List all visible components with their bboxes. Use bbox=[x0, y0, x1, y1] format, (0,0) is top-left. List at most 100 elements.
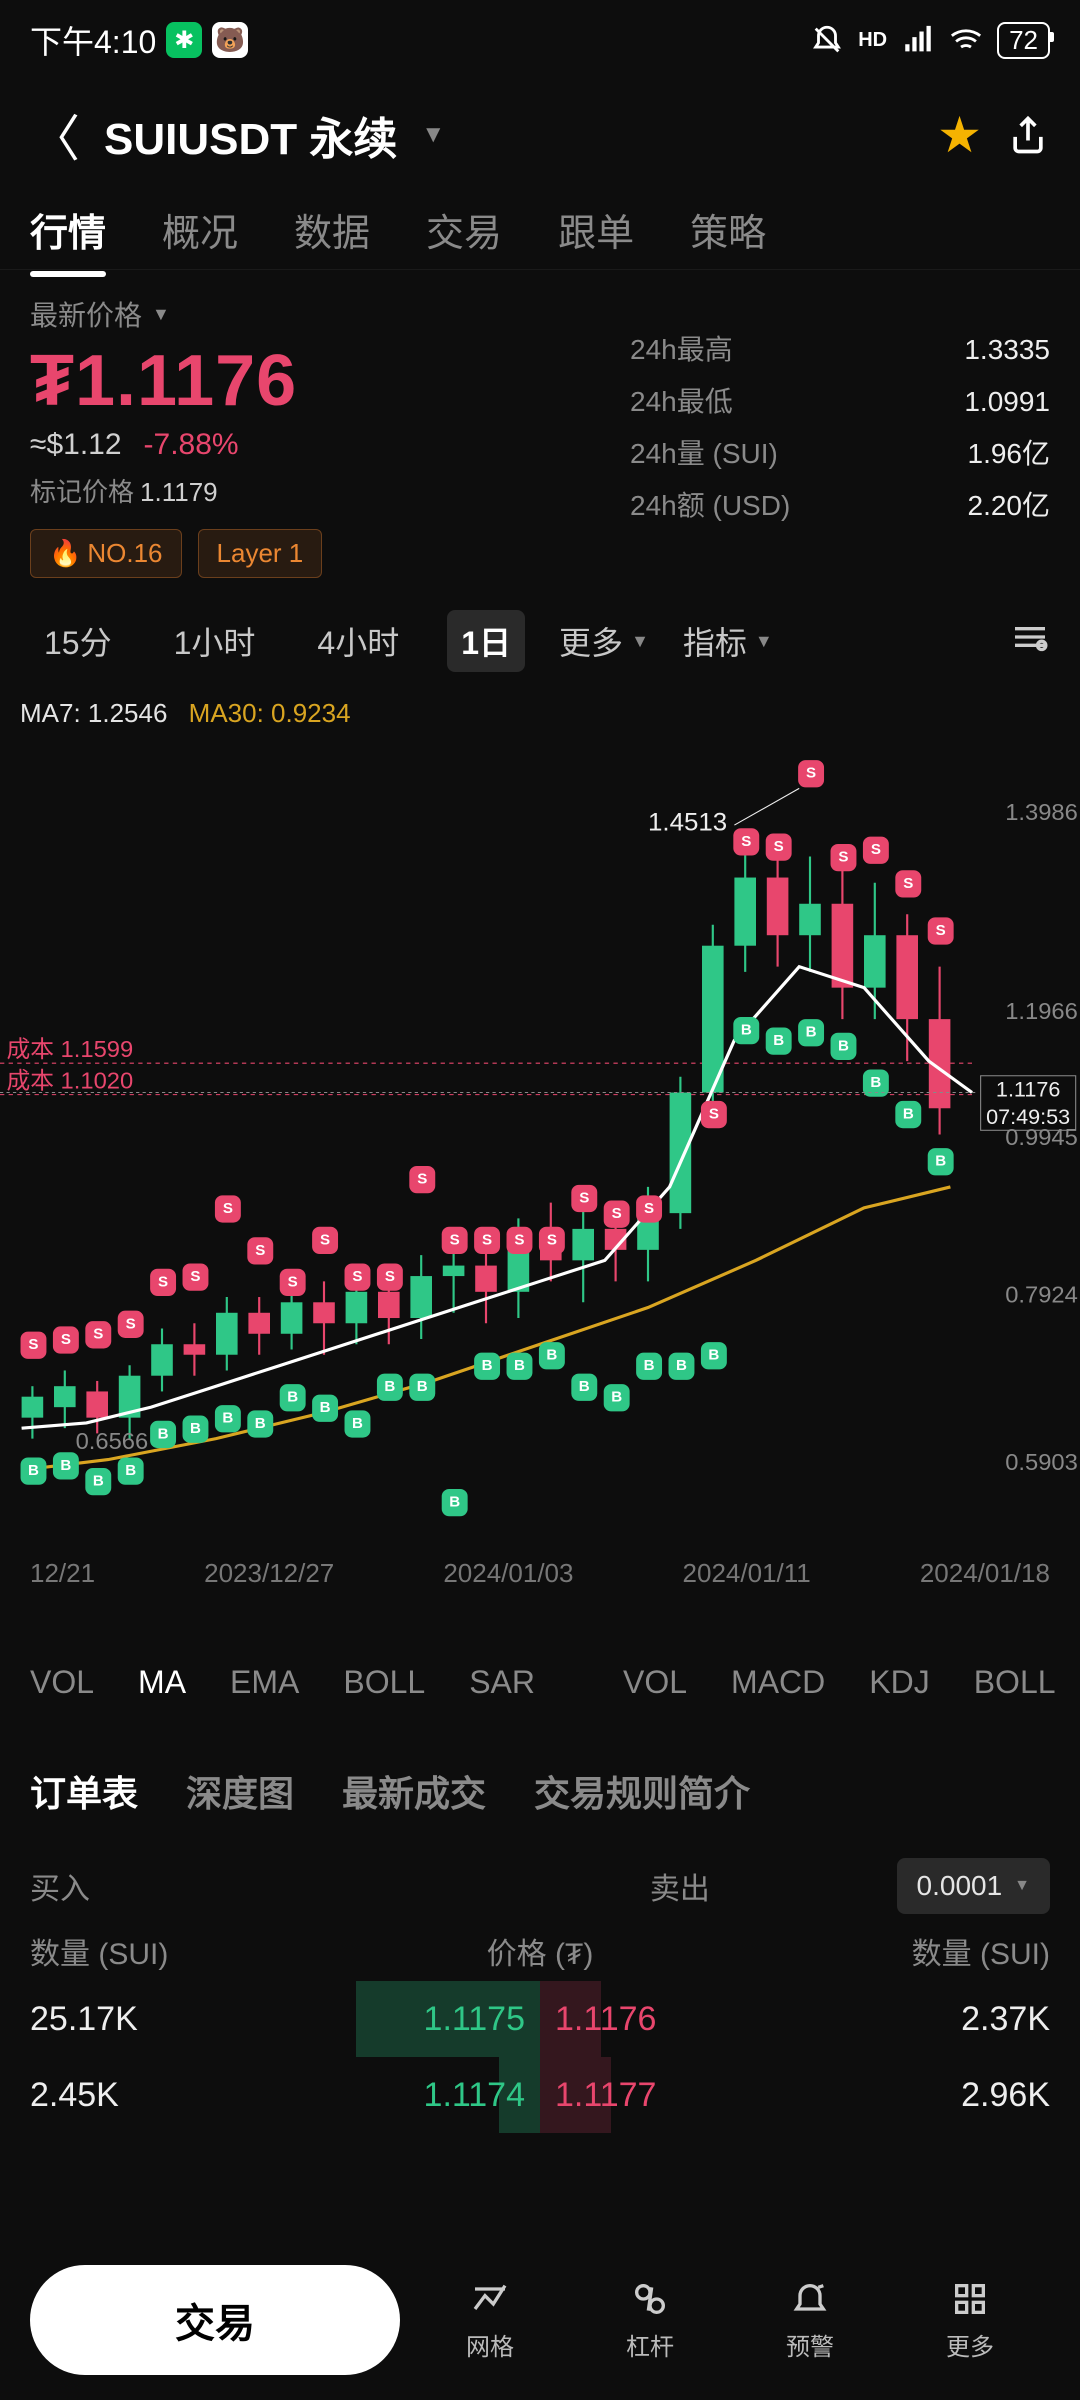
ob-qty-bid-label: 数量 (SUI) bbox=[30, 1929, 370, 1973]
tf-more[interactable]: 更多▼ bbox=[559, 618, 649, 664]
ind-boll[interactable]: BOLL bbox=[343, 1664, 425, 1701]
subtab-trades[interactable]: 最新成交 bbox=[342, 1765, 486, 1817]
main-tabs: 行情 概况 数据 交易 跟单 策略 bbox=[0, 190, 1080, 270]
back-button[interactable]: 〈 bbox=[30, 99, 80, 171]
svg-text:B: B bbox=[125, 1463, 136, 1479]
pair-title[interactable]: SUIUSDT 永续 bbox=[104, 103, 397, 167]
svg-text:B: B bbox=[93, 1474, 104, 1490]
ind2-macd[interactable]: MACD bbox=[731, 1664, 825, 1701]
svg-text:S: S bbox=[903, 876, 913, 892]
svg-text:S: S bbox=[612, 1206, 622, 1222]
leverage-icon bbox=[630, 2279, 670, 2319]
svg-text:S: S bbox=[223, 1201, 233, 1217]
tab-copy[interactable]: 跟单 bbox=[558, 202, 634, 257]
tf-indicator[interactable]: 指标▼ bbox=[683, 618, 773, 664]
tf-15m[interactable]: 15分 bbox=[30, 610, 126, 672]
more-icon bbox=[950, 2279, 990, 2319]
orderbook-row[interactable]: 2.45K 1.11741.1177 2.96K bbox=[30, 2057, 1050, 2133]
indicator-row: VOL MA EMA BOLL SAR VOL MACD KDJ BOLL bbox=[0, 1634, 1080, 1731]
svg-text:B: B bbox=[806, 1025, 817, 1041]
tab-overview[interactable]: 概况 bbox=[162, 202, 238, 257]
ob-sell-label: 卖出 bbox=[463, 1864, 896, 1908]
svg-text:S: S bbox=[417, 1172, 427, 1188]
signal-icon bbox=[901, 23, 935, 57]
svg-text:S: S bbox=[936, 923, 946, 939]
candlestick-chart[interactable]: MA7: 1.2546 MA30: 0.9234 成本 1.1599成本 1.1… bbox=[0, 694, 1080, 1634]
svg-text:B: B bbox=[579, 1379, 590, 1395]
bottom-leverage[interactable]: 杠杆 bbox=[626, 2279, 674, 2362]
bottom-grid[interactable]: 网格 bbox=[466, 2279, 514, 2362]
stats-24h: 24h最高1.3335 24h最低1.0991 24h量 (SUI)1.96亿 … bbox=[630, 294, 1050, 578]
dropdown-icon: ▼ bbox=[152, 304, 170, 325]
hd-icon: HD bbox=[858, 29, 887, 52]
badge-rank[interactable]: 🔥NO.16 bbox=[30, 529, 182, 578]
svg-text:1.3986: 1.3986 bbox=[1005, 799, 1078, 825]
orderbook-row[interactable]: 25.17K 1.11751.1176 2.37K bbox=[30, 1981, 1050, 2057]
trade-button[interactable]: 交易 bbox=[30, 2265, 400, 2375]
ind-sar[interactable]: SAR bbox=[469, 1664, 535, 1701]
svg-text:S: S bbox=[385, 1269, 395, 1285]
svg-text:0.9945: 0.9945 bbox=[1005, 1124, 1078, 1150]
ind-vol[interactable]: VOL bbox=[30, 1664, 94, 1701]
x-axis: 12/21 2023/12/27 2024/01/03 2024/01/11 2… bbox=[0, 1554, 1080, 1589]
svg-text:B: B bbox=[352, 1416, 363, 1432]
ind2-kdj[interactable]: KDJ bbox=[869, 1664, 929, 1701]
svg-text:B: B bbox=[644, 1358, 655, 1374]
tf-1d[interactable]: 1日 bbox=[447, 610, 525, 672]
ind2-vol[interactable]: VOL bbox=[623, 1664, 687, 1701]
bottom-alert[interactable]: 预警 bbox=[786, 2279, 834, 2362]
tab-trade[interactable]: 交易 bbox=[426, 202, 502, 257]
svg-text:B: B bbox=[449, 1495, 460, 1511]
svg-text:B: B bbox=[676, 1358, 687, 1374]
tf-1h[interactable]: 1小时 bbox=[160, 610, 270, 672]
main-price: ₮1.1176 bbox=[30, 340, 630, 422]
svg-text:B: B bbox=[384, 1379, 395, 1395]
ob-buy-label: 买入 bbox=[30, 1864, 463, 1908]
battery-icon: 72 bbox=[997, 22, 1050, 59]
svg-text:B: B bbox=[773, 1033, 784, 1049]
status-bar: 下午4:10 ✱ 🐻 HD 72 bbox=[0, 0, 1080, 80]
svg-text:S: S bbox=[547, 1233, 557, 1249]
svg-text:B: B bbox=[903, 1107, 914, 1123]
bottom-more[interactable]: 更多 bbox=[946, 2279, 994, 2362]
ind-ma[interactable]: MA bbox=[138, 1664, 186, 1701]
svg-text:成本 1.1599: 成本 1.1599 bbox=[6, 1036, 133, 1062]
subtab-rules[interactable]: 交易规则简介 bbox=[534, 1765, 750, 1817]
ind2-boll[interactable]: BOLL bbox=[974, 1664, 1056, 1701]
tab-data[interactable]: 数据 bbox=[294, 202, 370, 257]
svg-text:S: S bbox=[514, 1233, 524, 1249]
svg-text:S: S bbox=[579, 1191, 589, 1207]
latest-price-label[interactable]: 最新价格 ▼ bbox=[30, 294, 630, 334]
badge-layer[interactable]: Layer 1 bbox=[198, 529, 323, 578]
orderbook: 买入 卖出 0.0001▼ 数量 (SUI) 价格 (₮) 数量 (SUI) 2… bbox=[0, 1841, 1080, 2133]
subtab-orderbook[interactable]: 订单表 bbox=[30, 1765, 138, 1817]
svg-text:S: S bbox=[61, 1332, 71, 1348]
bottom-bar: 交易 网格 杠杆 预警 更多 bbox=[0, 2240, 1080, 2400]
status-time: 下午4:10 bbox=[30, 17, 156, 63]
svg-text:B: B bbox=[320, 1400, 331, 1416]
approx-price: ≈$1.12 bbox=[30, 428, 122, 462]
favorite-star-icon[interactable]: ★ bbox=[937, 106, 982, 164]
svg-text:B: B bbox=[255, 1416, 266, 1432]
tab-strategy[interactable]: 策略 bbox=[690, 202, 766, 257]
svg-text:S: S bbox=[806, 766, 816, 782]
ob-price-label: 价格 (₮) bbox=[370, 1929, 710, 1973]
svg-text:B: B bbox=[514, 1358, 525, 1374]
ind-ema[interactable]: EMA bbox=[230, 1664, 299, 1701]
svg-text:B: B bbox=[60, 1458, 71, 1474]
tab-quotes[interactable]: 行情 bbox=[30, 202, 106, 257]
share-icon[interactable] bbox=[1006, 113, 1050, 157]
svg-text:S: S bbox=[871, 842, 881, 858]
pair-dropdown-icon[interactable]: ▼ bbox=[421, 121, 445, 149]
precision-select[interactable]: 0.0001▼ bbox=[897, 1858, 1050, 1914]
chart-settings-icon[interactable] bbox=[1010, 617, 1050, 665]
svg-text:S: S bbox=[741, 834, 751, 850]
svg-text:S: S bbox=[255, 1243, 265, 1259]
grid-icon bbox=[470, 2279, 510, 2319]
svg-text:1.1966: 1.1966 bbox=[1005, 998, 1078, 1024]
svg-text:B: B bbox=[708, 1348, 719, 1364]
svg-text:B: B bbox=[741, 1023, 752, 1039]
tf-4h[interactable]: 4小时 bbox=[303, 610, 413, 672]
subtab-depth[interactable]: 深度图 bbox=[186, 1765, 294, 1817]
svg-text:S: S bbox=[482, 1233, 492, 1249]
